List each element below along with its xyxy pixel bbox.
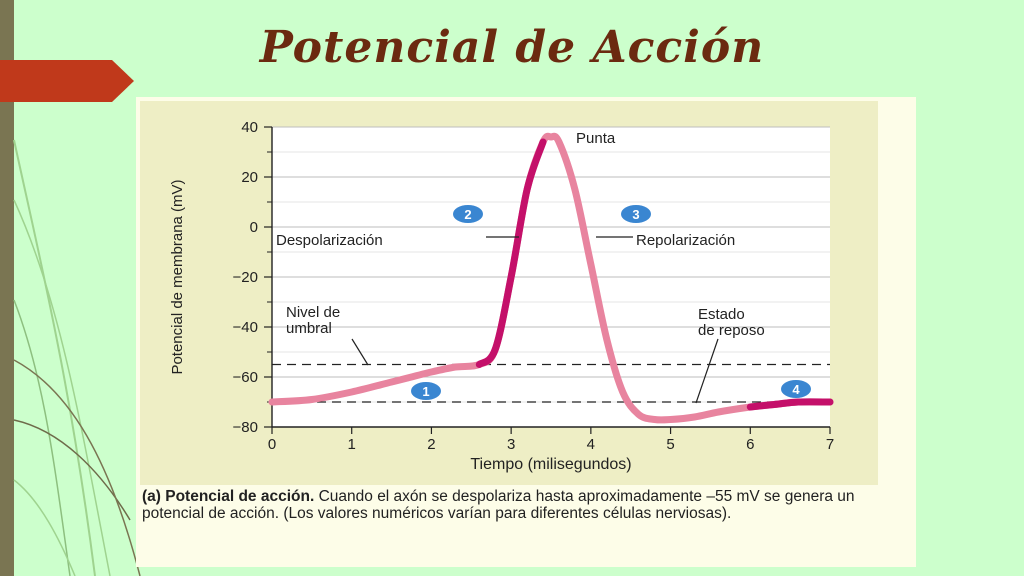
decorative-lines	[13, 139, 141, 576]
x-tick-label: 7	[826, 436, 834, 453]
x-tick-label: 1	[348, 436, 356, 453]
marker-3-label: 3	[632, 207, 639, 222]
y-tick-label: −40	[233, 319, 258, 336]
y-tick-label: 20	[241, 169, 258, 186]
annotation-estado: Estado	[698, 306, 745, 323]
annotation-de-reposo: de reposo	[698, 322, 765, 339]
y-axis-label: Potencial de membrana (mV)	[169, 179, 186, 374]
y-tick-label: −60	[233, 369, 258, 386]
action-potential-curve	[268, 132, 834, 424]
depolarization-segment	[475, 138, 547, 368]
caption-lead: (a) Potencial de acción.	[142, 488, 315, 505]
annotation-punta: Punta	[576, 130, 616, 147]
x-tick-label: 2	[427, 436, 435, 453]
marker-1-badge	[411, 382, 441, 400]
y-tick-label: −20	[233, 269, 258, 286]
figure-caption: (a) Potencial de acción. Cuando el axón …	[142, 488, 902, 522]
marker-4-badge	[781, 380, 811, 398]
x-tick-label: 6	[746, 436, 754, 453]
marker-1-label: 1	[422, 384, 429, 399]
marker-2-badge	[453, 205, 483, 223]
marker-2-label: 2	[464, 207, 471, 222]
y-tick-label: 40	[241, 119, 258, 136]
x-tick-label: 5	[666, 436, 674, 453]
y-tick-label: −80	[233, 419, 258, 436]
marker-4-label: 4	[792, 382, 800, 397]
annotation-despolarizacion: Despolarización	[276, 232, 383, 249]
caption-body: Cuando el axón se despolariza hasta apro…	[142, 488, 855, 522]
x-tick-label: 0	[268, 436, 276, 453]
x-tick-label: 4	[587, 436, 595, 453]
figure-panel: 40 20 0 −20 −40 −60 −80 0 1 2 3 4 5 6 7 Tiempo (miliseg…	[136, 97, 916, 567]
y-tick-label: 0	[250, 219, 258, 236]
title-arrow-tab	[0, 60, 134, 102]
x-axis-label: Tiempo (milisegundos)	[470, 456, 631, 473]
x-tick-label: 3	[507, 436, 515, 453]
marker-3-badge	[621, 205, 651, 223]
annotation-umbral: umbral	[286, 320, 332, 337]
action-potential-chart: 40 20 0 −20 −40 −60 −80 0 1 2 3 4 5 6 7 Tiempo (miliseg…	[169, 119, 834, 473]
resting-segment	[746, 398, 834, 411]
annotation-nivel-de: Nivel de	[286, 304, 340, 321]
slide-title: Potencial de Acción	[259, 22, 765, 73]
left-decorative-strip	[0, 0, 14, 576]
annotation-repolarizacion: Repolarización	[636, 232, 735, 249]
